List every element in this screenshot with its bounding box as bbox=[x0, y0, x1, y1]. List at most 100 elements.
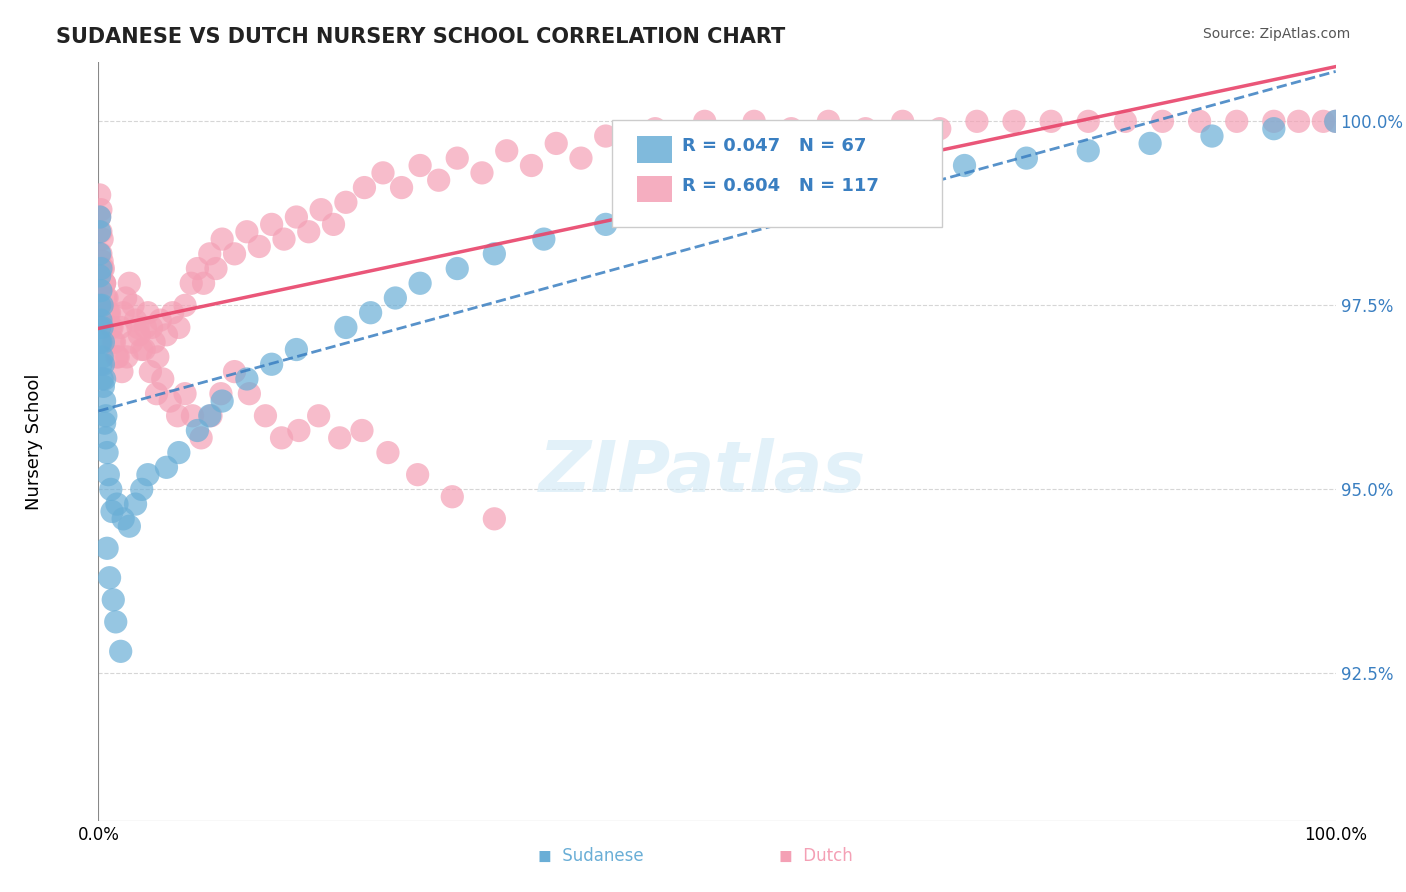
Point bbox=[353, 180, 375, 194]
Point bbox=[145, 386, 167, 401]
Point bbox=[533, 232, 555, 246]
Point bbox=[409, 159, 432, 173]
Point bbox=[162, 306, 184, 320]
Point bbox=[285, 343, 308, 357]
Point bbox=[238, 386, 260, 401]
Point bbox=[93, 261, 115, 276]
Point bbox=[830, 173, 852, 187]
Point bbox=[1188, 114, 1211, 128]
Point bbox=[93, 394, 115, 409]
Point bbox=[224, 247, 246, 261]
Point bbox=[149, 313, 172, 327]
Point bbox=[285, 210, 308, 224]
Point bbox=[273, 232, 295, 246]
Point bbox=[93, 357, 115, 371]
Point bbox=[384, 291, 406, 305]
Point bbox=[89, 247, 111, 261]
Point bbox=[94, 409, 117, 423]
Point bbox=[118, 519, 141, 533]
Point bbox=[619, 144, 641, 158]
Point bbox=[891, 114, 914, 128]
Point bbox=[211, 394, 233, 409]
Point bbox=[112, 306, 135, 320]
Point bbox=[484, 247, 506, 261]
Point bbox=[181, 409, 204, 423]
Point bbox=[94, 431, 117, 445]
Point bbox=[953, 159, 976, 173]
Point bbox=[90, 225, 112, 239]
Point bbox=[155, 460, 177, 475]
Point bbox=[136, 467, 159, 482]
Point bbox=[211, 232, 233, 246]
Point bbox=[236, 225, 259, 239]
Point bbox=[406, 467, 429, 482]
Point bbox=[101, 320, 124, 334]
Point bbox=[377, 445, 399, 459]
Point bbox=[495, 144, 517, 158]
Point bbox=[96, 291, 118, 305]
Point bbox=[427, 173, 450, 187]
Point bbox=[89, 225, 111, 239]
Point bbox=[1312, 114, 1334, 128]
Point bbox=[1040, 114, 1063, 128]
Point bbox=[260, 218, 283, 232]
Point bbox=[360, 306, 382, 320]
Point bbox=[190, 431, 212, 445]
Point bbox=[595, 218, 617, 232]
Point bbox=[186, 424, 208, 438]
Point bbox=[966, 114, 988, 128]
Point bbox=[193, 277, 215, 291]
Point bbox=[350, 424, 373, 438]
Point bbox=[89, 320, 111, 334]
Point bbox=[1139, 136, 1161, 151]
Point bbox=[103, 335, 125, 350]
Point bbox=[335, 195, 357, 210]
Point bbox=[89, 210, 111, 224]
Point bbox=[112, 512, 135, 526]
Point bbox=[91, 298, 114, 312]
Point bbox=[329, 431, 352, 445]
Point bbox=[224, 365, 246, 379]
Point bbox=[115, 350, 138, 364]
Point bbox=[1114, 114, 1136, 128]
Point bbox=[309, 202, 332, 217]
Point bbox=[167, 320, 190, 334]
Point bbox=[174, 298, 197, 312]
Point bbox=[891, 166, 914, 180]
Point bbox=[1324, 114, 1347, 128]
Point bbox=[298, 225, 321, 239]
Point bbox=[90, 202, 112, 217]
Point bbox=[124, 313, 146, 327]
Point bbox=[308, 409, 330, 423]
Point bbox=[205, 261, 228, 276]
Text: Source: ZipAtlas.com: Source: ZipAtlas.com bbox=[1202, 27, 1350, 41]
Point bbox=[91, 372, 114, 386]
Point bbox=[742, 114, 765, 128]
Point bbox=[484, 512, 506, 526]
Point bbox=[1263, 114, 1285, 128]
Point bbox=[103, 335, 125, 350]
Point bbox=[100, 320, 122, 334]
Point bbox=[121, 335, 143, 350]
Point bbox=[91, 232, 114, 246]
Point bbox=[768, 180, 790, 194]
Point bbox=[520, 159, 543, 173]
Point bbox=[93, 335, 115, 350]
Y-axis label: Nursery School: Nursery School bbox=[25, 373, 42, 510]
Point bbox=[124, 497, 146, 511]
Point bbox=[200, 409, 222, 423]
Point bbox=[322, 218, 344, 232]
Point bbox=[93, 277, 115, 291]
Point bbox=[136, 306, 159, 320]
Point bbox=[93, 416, 115, 430]
Text: ZIPatlas: ZIPatlas bbox=[540, 438, 866, 508]
Point bbox=[569, 151, 592, 165]
Point bbox=[101, 504, 124, 518]
Point bbox=[89, 335, 111, 350]
Point bbox=[471, 166, 494, 180]
Point bbox=[288, 424, 311, 438]
Text: ◼  Sudanese: ◼ Sudanese bbox=[537, 847, 644, 865]
Point bbox=[1263, 121, 1285, 136]
Point bbox=[93, 277, 115, 291]
Point bbox=[180, 277, 202, 291]
